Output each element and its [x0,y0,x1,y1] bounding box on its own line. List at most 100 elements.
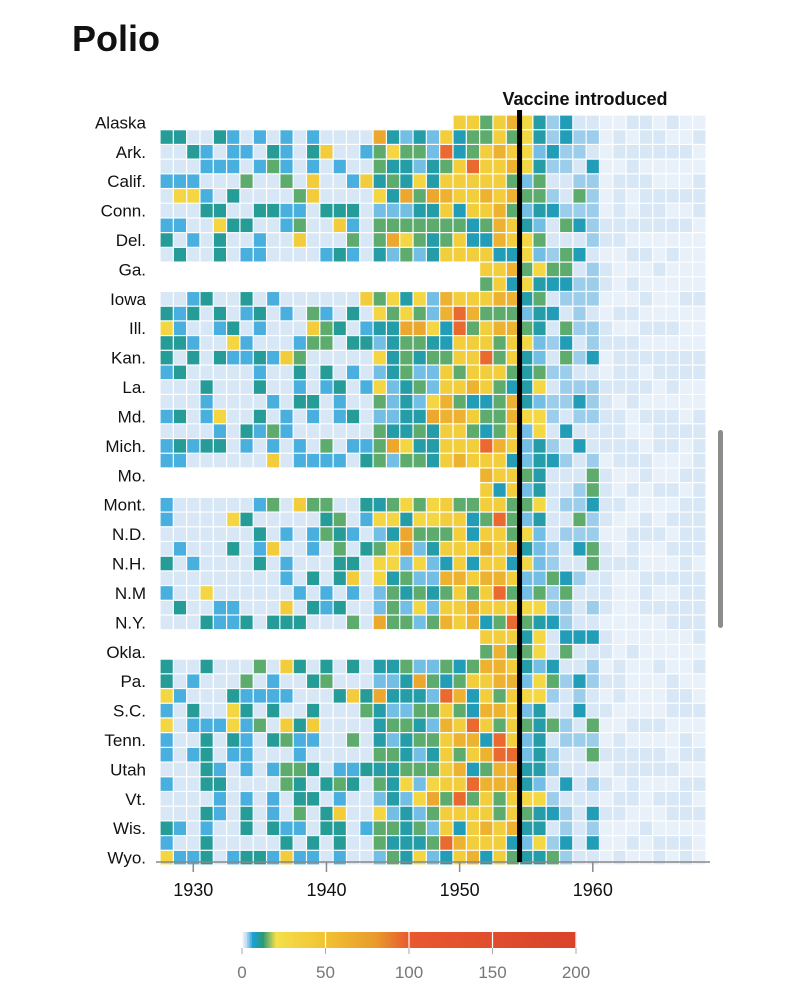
heatmap-cell [200,424,213,438]
heatmap-cell [613,189,626,203]
state-label: La. [122,378,146,397]
heatmap-cell [560,365,573,380]
heatmap-cell [293,424,306,438]
heatmap-cell [426,512,440,527]
heatmap-cell [640,689,653,703]
state-label: Alaska [95,113,147,132]
heatmap-cell [173,527,187,541]
heatmap-cell [413,321,426,335]
heatmap-cell [373,806,386,821]
heatmap-cell [640,718,653,733]
heatmap-cell [533,674,546,688]
heatmap-cell [360,733,373,747]
heatmap-cell [533,306,546,321]
legend-swatch [260,932,263,948]
heatmap-cell [440,218,453,233]
heatmap-cell [426,659,440,674]
heatmap-cell [333,130,346,144]
heatmap-cell [293,145,306,159]
legend-swatch [515,932,519,948]
heatmap-cell [200,674,213,688]
heatmap-cell [373,689,386,703]
heatmap-cell [506,600,519,615]
state-label: Vt. [125,790,146,809]
heatmap-cell [347,424,360,438]
heatmap-cell [440,203,453,218]
heatmap-cell [493,336,506,350]
legend-swatch [397,932,400,948]
heatmap-cell [493,424,506,438]
heatmap-cell [400,512,413,527]
heatmap-cell [413,659,426,674]
heatmap-cell [679,145,693,159]
heatmap-cell [360,380,373,394]
heatmap-cell [546,306,559,321]
heatmap-cell [653,630,666,644]
heatmap-cell [253,850,266,865]
heatmap-cell [386,306,400,321]
heatmap-cell [493,571,506,585]
heatmap-cell [213,512,226,527]
heatmap-cell [253,792,266,806]
legend-swatch [557,932,560,948]
legend-swatch [245,932,248,948]
heatmap-cell [679,439,693,453]
heatmap-cell [520,130,533,144]
heatmap-cell [413,395,426,409]
heatmap-cell [466,542,480,556]
heatmap-cell [160,703,173,718]
heatmap-cell [573,409,586,424]
heatmap-cell [386,689,400,703]
heatmap-cell [640,806,653,821]
heatmap-cell [520,203,533,218]
heatmap-cell [160,203,173,218]
heatmap-cell [267,292,280,306]
heatmap-cell [386,615,400,630]
heatmap-cell [267,409,280,424]
heatmap-cell [626,762,639,777]
heatmap-cell [253,365,266,380]
heatmap-cell [400,615,413,630]
heatmap-cell [626,792,639,806]
heatmap-cell [333,145,346,159]
heatmap-cell [506,380,519,394]
legend-swatch [400,932,403,948]
legend-swatch [544,932,547,948]
scrollbar-thumb[interactable] [718,430,723,628]
heatmap-cell [453,189,466,203]
heatmap-cell [187,586,200,600]
heatmap-cell [480,247,493,262]
heatmap-cell [227,292,240,306]
heatmap-cell [240,336,253,350]
heatmap-cell [586,350,599,365]
heatmap-cell [293,806,306,821]
heatmap-cell [386,512,400,527]
heatmap-cell [480,762,493,777]
heatmap-cell [506,556,519,571]
heatmap-cell [666,292,679,306]
heatmap-cell [586,174,599,188]
heatmap-cell [613,659,626,674]
heatmap-cell [520,600,533,615]
heatmap-cell [600,512,613,527]
heatmap-cell [520,571,533,585]
heatmap-cell [400,336,413,350]
heatmap-cell [267,718,280,733]
heatmap-cell [679,615,693,630]
heatmap-cell [200,586,213,600]
heatmap-cell [213,703,226,718]
heatmap-cell [506,792,519,806]
heatmap-cell [506,703,519,718]
heatmap-cell [333,777,346,791]
heatmap-cell [480,336,493,350]
heatmap-cell [360,600,373,615]
heatmap-cell [453,718,466,733]
heatmap-cell [320,424,333,438]
heatmap-cell [187,600,200,615]
heatmap-cell [307,792,320,806]
heatmap-cell [200,321,213,335]
legend-swatch [315,932,318,948]
heatmap-cell [360,571,373,585]
heatmap-cell [320,247,333,262]
heatmap-cell [173,542,187,556]
